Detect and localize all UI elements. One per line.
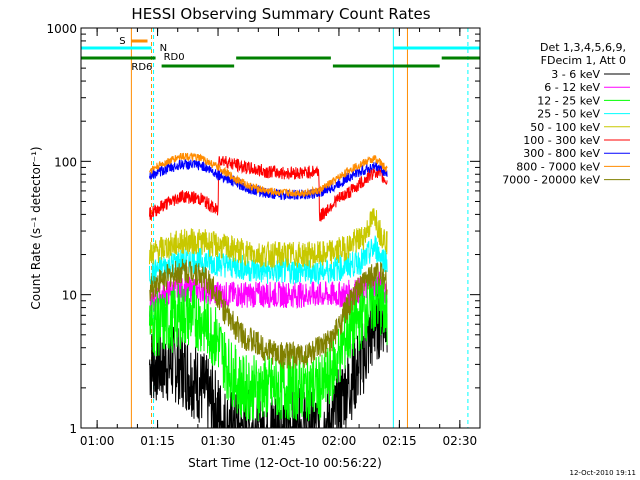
chart-title: HESSI Observing Summary Count Rates xyxy=(131,5,430,23)
series-line-9 xyxy=(149,258,388,369)
x-tick-label: 01:15 xyxy=(140,434,175,448)
y-tick-label: 1000 xyxy=(46,22,77,36)
series-line-5 xyxy=(149,208,388,270)
rd0-flag-label: RD0 xyxy=(164,52,185,63)
series-lines xyxy=(149,152,388,429)
x-tick-label: 02:30 xyxy=(443,434,478,448)
x-axis-label: Start Time (12-Oct-10 00:56:22) xyxy=(188,456,382,470)
legend-entry-label: 800 - 7000 keV xyxy=(516,160,600,173)
x-tick-label: 01:45 xyxy=(261,434,296,448)
plot-area: 1 10 100 1000 01:00 01:15 01:30 01:45 02:00 02:1… xyxy=(46,22,481,448)
x-tick-label: 01:30 xyxy=(201,434,236,448)
legend-entry-label: 3 - 6 keV xyxy=(551,68,600,81)
series-line-8 xyxy=(149,152,388,197)
series-line-3 xyxy=(149,270,388,422)
legend-entry-label: 100 - 300 keV xyxy=(523,134,600,147)
legend-entry-label: 6 - 12 keV xyxy=(544,81,600,94)
legend-entry-label: 7000 - 20000 keV xyxy=(502,174,600,187)
y-tick-label: 10 xyxy=(62,289,77,303)
y-axis-label: Count Rate (s⁻¹ detector⁻¹) xyxy=(29,146,43,309)
x-axis: 01:00 01:15 01:30 01:45 02:00 02:15 02:30 xyxy=(80,28,477,448)
footer-timestamp: 12-Oct-2010 19:11 xyxy=(570,469,636,477)
y-tick-label: 1 xyxy=(69,422,77,436)
night-flag-label: N xyxy=(160,43,167,54)
y-tick-label: 100 xyxy=(54,155,77,169)
rd6-flag-label: RD6 xyxy=(131,62,152,73)
y-axis: 1 10 100 1000 xyxy=(46,22,480,436)
legend-entry-label: 50 - 100 keV xyxy=(530,121,600,134)
x-tick-label: 01:00 xyxy=(80,434,115,448)
series-line-6 xyxy=(149,155,388,222)
legend-header-line: Det 1,3,4,5,6,9, xyxy=(540,41,626,54)
legend-header-line: FDecim 1, Att 0 xyxy=(541,54,626,67)
plot-frame xyxy=(80,27,481,429)
legend-entry-label: 25 - 50 keV xyxy=(537,108,600,121)
legend: Det 1,3,4,5,6,9,FDecim 1, Att 03 - 6 keV… xyxy=(502,41,630,187)
saa-flag-label: S xyxy=(119,36,125,47)
legend-entry-label: 12 - 25 keV xyxy=(537,94,600,107)
x-tick-label: 02:15 xyxy=(382,434,417,448)
legend-entry-label: 300 - 800 keV xyxy=(523,147,600,160)
x-tick-label: 02:00 xyxy=(322,434,357,448)
